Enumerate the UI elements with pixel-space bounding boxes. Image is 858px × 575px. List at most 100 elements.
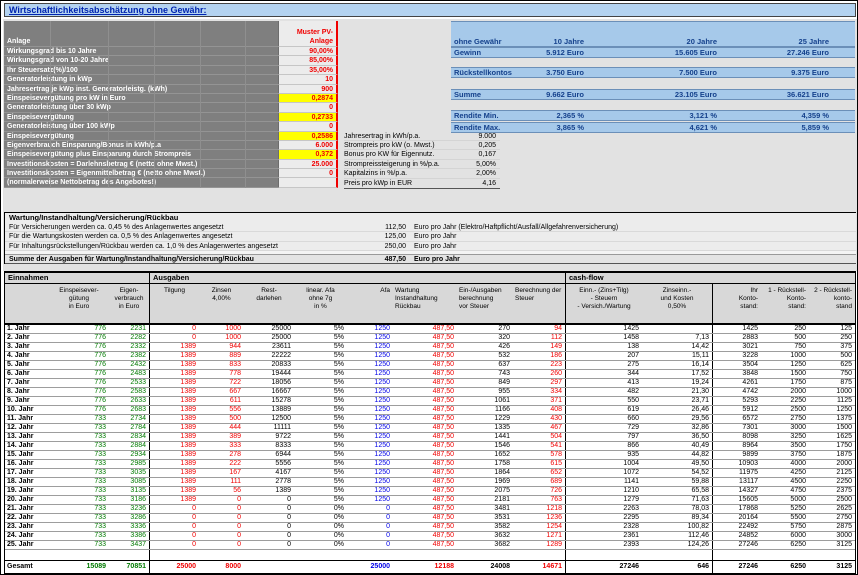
table-cell[interactable]: 733 bbox=[94, 424, 106, 431]
table-cell[interactable]: 733 bbox=[94, 415, 106, 422]
table-cell[interactable]: 260 bbox=[550, 370, 562, 377]
table-cell[interactable]: 1389 bbox=[149, 424, 199, 432]
table-cell[interactable]: 1250 bbox=[374, 388, 390, 395]
table-cell[interactable]: 487,50 bbox=[432, 370, 454, 377]
table-cell[interactable]: 487,50 bbox=[432, 325, 454, 332]
table-cell[interactable]: 5912 bbox=[712, 406, 761, 414]
panel-value-cell[interactable]: 0 bbox=[278, 122, 338, 132]
table-cell[interactable]: 1250 bbox=[374, 370, 390, 377]
panel-value-cell[interactable]: 25.000 bbox=[278, 159, 338, 170]
table-cell[interactable]: 2734 bbox=[130, 415, 146, 422]
table-cell[interactable]: 49,50 bbox=[691, 460, 709, 467]
table-cell[interactable]: 2263 bbox=[565, 505, 642, 513]
table-cell[interactable]: 0 bbox=[149, 334, 199, 342]
table-cell[interactable]: 8333 bbox=[275, 442, 291, 449]
table-cell[interactable]: 1389 bbox=[149, 496, 199, 504]
table-cell[interactable]: 15,11 bbox=[692, 352, 709, 359]
table-cell[interactable]: 1500 bbox=[836, 424, 852, 431]
table-cell[interactable]: 487,50 bbox=[432, 415, 454, 422]
table-cell[interactable]: 1250 bbox=[374, 379, 390, 386]
table-cell[interactable]: 743 bbox=[498, 370, 510, 377]
table-cell[interactable]: 1389 bbox=[149, 397, 199, 405]
table-cell[interactable]: 0 bbox=[237, 505, 241, 512]
table-cell[interactable]: 2375 bbox=[836, 487, 852, 494]
table-cell[interactable]: 59,88 bbox=[691, 478, 709, 485]
table-cell[interactable]: 1389 bbox=[149, 352, 199, 360]
table-cell[interactable]: 5% bbox=[333, 442, 344, 449]
table-cell[interactable]: 413 bbox=[565, 379, 642, 387]
table-cell[interactable]: 2295 bbox=[565, 514, 642, 522]
table-cell[interactable]: 5% bbox=[333, 433, 344, 440]
table-cell[interactable]: 750 bbox=[840, 370, 852, 377]
param-value[interactable]: 5,00% bbox=[476, 160, 496, 168]
table-cell[interactable]: 500 bbox=[794, 334, 806, 341]
table-cell[interactable]: 1335 bbox=[494, 424, 510, 431]
table-cell[interactable]: 5% bbox=[333, 361, 344, 368]
table-cell[interactable]: 0% bbox=[333, 514, 344, 521]
table-cell[interactable]: 487,50 bbox=[432, 388, 454, 395]
table-cell[interactable]: 0 bbox=[149, 532, 199, 540]
table-cell[interactable]: 4742 bbox=[712, 388, 761, 396]
table-cell[interactable]: 3504 bbox=[712, 361, 761, 369]
table-cell[interactable]: 1389 bbox=[149, 478, 199, 486]
table-cell[interactable]: 3035 bbox=[130, 469, 146, 476]
table-cell[interactable]: 223 bbox=[550, 361, 562, 368]
table-cell[interactable]: 5% bbox=[333, 379, 344, 386]
table-cell[interactable]: 3125 bbox=[836, 563, 852, 570]
table-cell[interactable]: 487,50 bbox=[432, 478, 454, 485]
table-cell[interactable]: 186 bbox=[550, 352, 562, 359]
param-value[interactable]: 0,205 bbox=[478, 141, 496, 149]
table-cell[interactable]: 3437 bbox=[130, 541, 146, 548]
table-cell[interactable]: 487,50 bbox=[432, 343, 454, 350]
table-cell[interactable]: 14,42 bbox=[691, 343, 709, 350]
table-cell[interactable]: 487,50 bbox=[432, 541, 454, 548]
table-cell[interactable]: 1004 bbox=[565, 460, 642, 468]
table-cell[interactable]: 619 bbox=[565, 406, 642, 414]
table-cell[interactable]: 0 bbox=[287, 514, 291, 521]
table-cell[interactable]: 776 bbox=[94, 379, 106, 386]
table-cell[interactable]: 833 bbox=[229, 361, 241, 368]
table-cell[interactable]: 8098 bbox=[712, 433, 761, 441]
table-cell[interactable]: 487,50 bbox=[432, 379, 454, 386]
table-cell[interactable]: 1000 bbox=[790, 352, 806, 359]
table-cell[interactable]: 1389 bbox=[149, 379, 199, 387]
table-cell[interactable]: 54,52 bbox=[691, 469, 709, 476]
table-cell[interactable]: 3085 bbox=[130, 478, 146, 485]
table-cell[interactable]: 21,30 bbox=[691, 388, 709, 395]
table-cell[interactable]: 2625 bbox=[836, 505, 852, 512]
table-cell[interactable]: 5% bbox=[333, 325, 344, 332]
table-cell[interactable]: 5% bbox=[333, 352, 344, 359]
table-cell[interactable]: 0% bbox=[333, 505, 344, 512]
panel-value-cell[interactable]: 0,2874 bbox=[278, 93, 338, 104]
panel-value-cell[interactable]: 0,2733 bbox=[278, 112, 338, 123]
table-cell[interactable]: 3286 bbox=[130, 514, 146, 521]
table-cell[interactable]: 6944 bbox=[275, 451, 291, 458]
table-cell[interactable]: 22222 bbox=[271, 352, 291, 359]
table-cell[interactable]: 7301 bbox=[712, 424, 761, 432]
table-cell[interactable]: 8964 bbox=[712, 442, 761, 450]
table-cell[interactable]: 0 bbox=[149, 325, 199, 333]
param-value[interactable]: 2,00% bbox=[476, 170, 496, 178]
table-cell[interactable]: 1389 bbox=[149, 469, 199, 477]
table-cell[interactable]: 3000 bbox=[790, 424, 806, 431]
table-cell[interactable]: 1250 bbox=[374, 343, 390, 350]
table-cell[interactable]: 750 bbox=[794, 343, 806, 350]
param-value[interactable]: 4,16 bbox=[482, 179, 496, 187]
table-cell[interactable]: 1250 bbox=[374, 361, 390, 368]
table-cell[interactable]: 1250 bbox=[374, 424, 390, 431]
table-cell[interactable]: 0 bbox=[386, 514, 390, 521]
table-cell[interactable]: 615 bbox=[550, 460, 562, 467]
table-cell[interactable]: 1546 bbox=[494, 442, 510, 449]
table-cell[interactable]: 65,58 bbox=[691, 487, 709, 494]
table-cell[interactable]: 5750 bbox=[790, 523, 806, 530]
table-cell[interactable]: 1750 bbox=[836, 442, 852, 449]
table-cell[interactable]: 776 bbox=[94, 334, 106, 341]
table-cell[interactable]: 3531 bbox=[494, 514, 510, 521]
table-cell[interactable]: 1389 bbox=[149, 442, 199, 450]
table-cell[interactable]: 5250 bbox=[790, 505, 806, 512]
table-cell[interactable]: 935 bbox=[565, 451, 642, 459]
table-cell[interactable]: 2125 bbox=[836, 469, 852, 476]
table-cell[interactable]: 776 bbox=[94, 352, 106, 359]
table-cell[interactable]: 0 bbox=[287, 496, 291, 503]
table-cell[interactable]: 733 bbox=[94, 478, 106, 485]
